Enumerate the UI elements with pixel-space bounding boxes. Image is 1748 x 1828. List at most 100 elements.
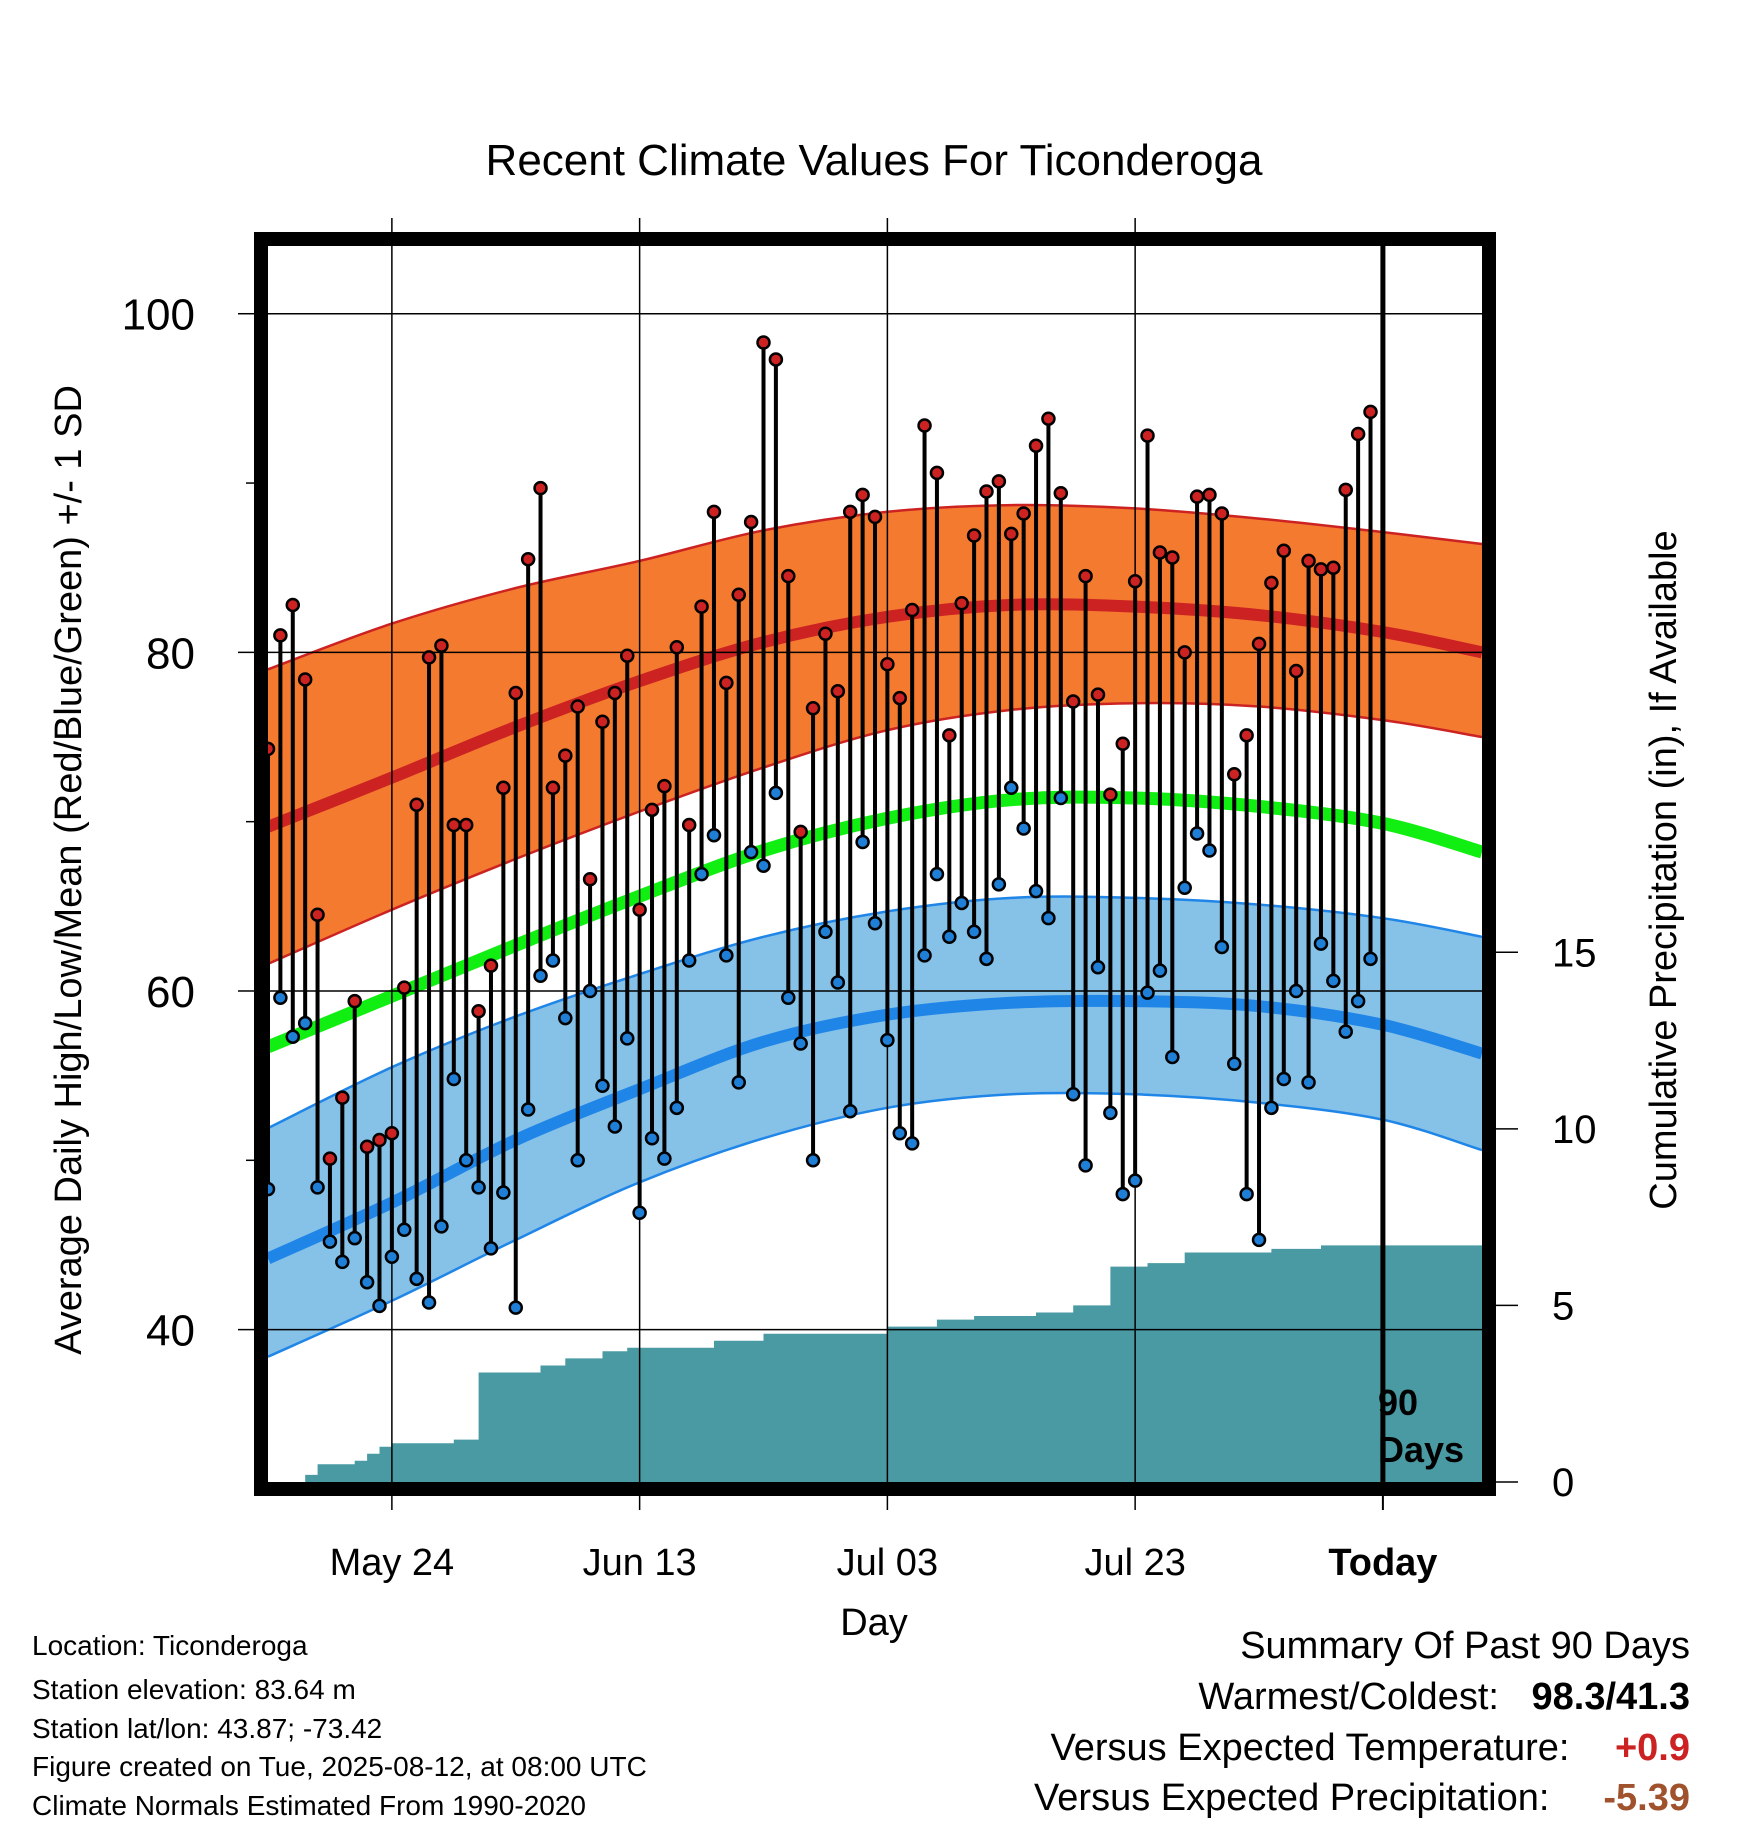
temperature-label: Versus Expected Temperature: (1050, 1727, 1570, 1769)
daily-high-point (1177, 645, 1192, 660)
daily-low-point (1078, 1158, 1093, 1173)
daily-low-point (619, 1031, 635, 1046)
daily-low-point (285, 1029, 301, 1044)
x-tick-label: May 24 (330, 1542, 455, 1584)
daily-high-point (1016, 506, 1031, 521)
summary-title: Summary Of Past 90 Days (1240, 1627, 1690, 1665)
footer-location: Location: Ticonderoga (32, 1630, 308, 1661)
daily-high-point (1041, 411, 1056, 426)
daily-high-point (867, 509, 883, 525)
daily-low-point (1189, 826, 1205, 841)
daily-low-point (1326, 973, 1341, 989)
daily-low-point (1226, 1056, 1242, 1072)
warmest-coldest-value: 98.3/41.3 (1531, 1676, 1690, 1718)
daily-low-point (1065, 1087, 1081, 1102)
daily-low-point (644, 1131, 660, 1146)
daily-high-point (1028, 438, 1044, 454)
daily-low-point (558, 1010, 573, 1026)
summary-warmest-coldest: Warmest/Coldest: 98.3/41.3 (1198, 1678, 1690, 1716)
daily-high-point (966, 528, 982, 543)
daily-low-point (1338, 1024, 1353, 1039)
daily-low-point (1288, 983, 1304, 999)
daily-high-point (310, 907, 325, 923)
precipitation-value: -5.39 (1603, 1777, 1690, 1819)
daily-low-point (979, 951, 994, 967)
daily-high-point (1127, 573, 1143, 589)
chart-title: Recent Climate Values For Ticonderoga (486, 136, 1263, 185)
daily-high-point (434, 638, 449, 653)
precip-area (305, 1245, 1483, 1482)
daily-high-point (855, 487, 870, 503)
daily-high-point (619, 648, 635, 663)
daily-low-point (818, 924, 833, 939)
daily-low-point (768, 785, 784, 801)
daily-low-point (743, 844, 759, 860)
daily-low-point (1103, 1105, 1118, 1121)
daily-high-point (409, 797, 424, 812)
plot-frame (254, 232, 1496, 1510)
daily-low-point (347, 1230, 362, 1246)
daily-high-point (1165, 550, 1180, 565)
daily-high-point (954, 596, 969, 611)
daily-low-point (607, 1119, 623, 1134)
daily-high-point (1090, 687, 1106, 702)
daily-high-point (359, 1139, 375, 1155)
daily-low-point (520, 1102, 536, 1117)
daily-low-point (805, 1153, 821, 1168)
daily-high-point (397, 980, 412, 995)
y-right-tick-label: 5 (1552, 1284, 1574, 1328)
daily-low-point (954, 895, 969, 911)
daily-low-point (1028, 883, 1044, 899)
daily-high-point (1202, 487, 1217, 503)
daily-high-point (273, 628, 288, 643)
daily-high-point (1301, 553, 1316, 569)
footer-normals: Climate Normals Estimated From 1990-2020 (32, 1790, 586, 1821)
daily-high-point (545, 780, 561, 796)
daily-high-point (1115, 736, 1131, 752)
daily-high-point (1239, 728, 1254, 743)
daily-high-point (1078, 568, 1093, 584)
daily-high-point (483, 958, 499, 973)
daily-high-point (1264, 575, 1279, 591)
summary-temperature: Versus Expected Temperature: +0.9 (1051, 1729, 1690, 1767)
daily-high-point (508, 685, 524, 701)
y-right-tick-label: 10 (1552, 1108, 1597, 1152)
daily-high-point (570, 699, 585, 714)
footer-created: Figure created on Tue, 2025-08-12, at 08… (32, 1751, 647, 1782)
daily-low-point (1090, 960, 1106, 975)
y-right-tick-label: 0 (1552, 1461, 1574, 1505)
daily-high-point (979, 484, 994, 499)
daily-high-point (657, 778, 672, 794)
footer-elevation: Station elevation: 83.64 m (32, 1674, 356, 1705)
daily-high-point (706, 504, 722, 520)
y-right-tick-label: 15 (1552, 931, 1597, 975)
daily-low-point (421, 1295, 437, 1310)
daily-low-point (434, 1219, 449, 1234)
daily-high-point (694, 599, 709, 614)
daily-high-point (743, 514, 759, 530)
daily-high-point (1251, 636, 1267, 652)
daily-low-point (409, 1271, 424, 1287)
daily-low-point (904, 1136, 920, 1151)
daily-high-point (335, 1090, 350, 1105)
daily-high-point (942, 728, 957, 743)
daily-low-point (694, 866, 709, 882)
x-tick-label: Today (1328, 1542, 1437, 1584)
daily-high-point (297, 672, 313, 687)
daily-low-point (446, 1071, 462, 1087)
daily-low-point (917, 948, 932, 963)
y-left-tick-label: 60 (146, 968, 195, 1017)
daily-high-point (644, 802, 660, 818)
daily-low-point (322, 1234, 338, 1249)
daily-high-point (669, 640, 685, 655)
daily-low-point (508, 1300, 524, 1315)
daily-low-point (632, 1205, 647, 1221)
daily-low-point (1016, 821, 1031, 836)
daily-low-point (458, 1153, 474, 1168)
daily-high-point (781, 568, 796, 584)
low-sd-band (268, 896, 1482, 1357)
daily-high-point (1338, 482, 1353, 498)
daily-low-point (471, 1180, 486, 1195)
daily-high-point (681, 817, 697, 833)
